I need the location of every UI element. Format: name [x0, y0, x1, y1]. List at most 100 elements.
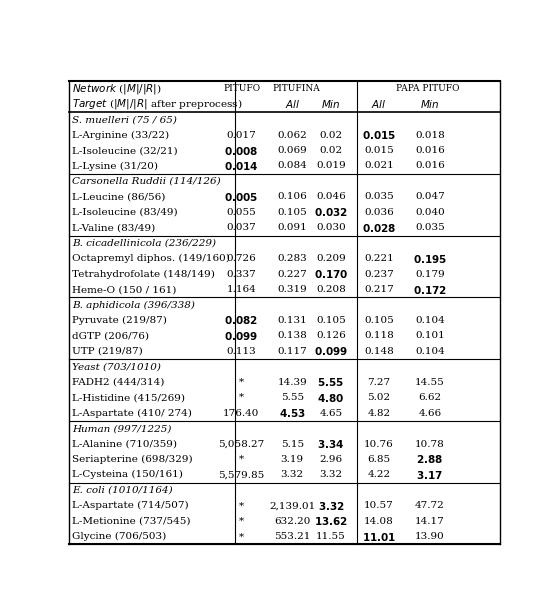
Text: $\mathit{Network}$ ($|M|/|R|$): $\mathit{Network}$ ($|M|/|R|$) [72, 82, 162, 95]
Text: 0.017: 0.017 [226, 131, 256, 140]
Text: 14.08: 14.08 [364, 517, 394, 526]
Text: 0.015: 0.015 [364, 146, 394, 155]
Text: 1.164: 1.164 [226, 285, 256, 294]
Text: B. aphidicola (396/338): B. aphidicola (396/338) [72, 301, 195, 310]
Text: $\mathbf{3.17}$: $\mathbf{3.17}$ [416, 469, 443, 481]
Text: $\mathit{All}$: $\mathit{All}$ [371, 98, 387, 110]
Text: L-Isoleucine (32/21): L-Isoleucine (32/21) [72, 146, 178, 155]
Text: $\mathit{Min}$: $\mathit{Min}$ [321, 98, 341, 110]
Text: L-Leucine (86/56): L-Leucine (86/56) [72, 192, 166, 201]
Text: 0.319: 0.319 [278, 285, 307, 294]
Text: B. cicadellinicola (236/229): B. cicadellinicola (236/229) [72, 239, 216, 248]
Text: 2,139.01: 2,139.01 [269, 501, 315, 510]
Text: 4.22: 4.22 [367, 471, 391, 479]
Text: 0.726: 0.726 [226, 254, 256, 263]
Text: *: * [239, 393, 244, 402]
Text: 10.76: 10.76 [364, 440, 394, 448]
Text: 5.02: 5.02 [367, 393, 391, 402]
Text: 0.035: 0.035 [415, 223, 445, 232]
Text: $\mathbf{3.32}$: $\mathbf{3.32}$ [317, 500, 344, 512]
Text: PITUFO: PITUFO [224, 84, 261, 93]
Text: 0.016: 0.016 [415, 161, 445, 171]
Text: 0.030: 0.030 [316, 223, 346, 232]
Text: L-Aspartate (410/ 274): L-Aspartate (410/ 274) [72, 408, 192, 418]
Text: 0.209: 0.209 [316, 254, 346, 263]
Text: $\mathbf{0.099}$: $\mathbf{0.099}$ [314, 346, 348, 357]
Text: 0.221: 0.221 [364, 254, 394, 263]
Text: *: * [239, 378, 244, 387]
Text: L-Aspartate (714/507): L-Aspartate (714/507) [72, 501, 189, 511]
Text: $\mathit{All}$: $\mathit{All}$ [285, 98, 300, 110]
Text: 0.283: 0.283 [278, 254, 307, 263]
Text: 14.17: 14.17 [415, 517, 445, 526]
Text: $\mathbf{11.01}$: $\mathbf{11.01}$ [362, 531, 396, 543]
Text: 0.217: 0.217 [364, 285, 394, 294]
Text: 4.66: 4.66 [418, 408, 441, 418]
Text: 0.091: 0.091 [278, 223, 307, 232]
Text: 0.337: 0.337 [226, 270, 256, 278]
Text: 0.105: 0.105 [316, 316, 346, 325]
Text: 2.96: 2.96 [319, 455, 342, 464]
Text: L-Valine (83/49): L-Valine (83/49) [72, 223, 155, 232]
Text: 0.101: 0.101 [415, 331, 445, 341]
Text: L-Cysteina (150/161): L-Cysteina (150/161) [72, 471, 183, 479]
Text: 0.106: 0.106 [278, 192, 307, 201]
Text: 0.208: 0.208 [316, 285, 346, 294]
Text: 0.037: 0.037 [226, 223, 256, 232]
Text: $\mathbf{0.032}$: $\mathbf{0.032}$ [314, 206, 348, 218]
Text: Carsonella Ruddii (114/126): Carsonella Ruddii (114/126) [72, 177, 221, 186]
Text: $\mathbf{0.082}$: $\mathbf{0.082}$ [224, 314, 259, 326]
Text: 0.148: 0.148 [364, 347, 394, 356]
Text: 0.055: 0.055 [226, 208, 256, 217]
Text: E. coli (1010/1164): E. coli (1010/1164) [72, 486, 173, 495]
Text: $\mathbf{0.099}$: $\mathbf{0.099}$ [224, 330, 259, 342]
Text: Yeast (703/1010): Yeast (703/1010) [72, 362, 162, 371]
Text: 0.126: 0.126 [316, 331, 346, 341]
Text: 5,058.27: 5,058.27 [218, 440, 265, 448]
Text: Glycine (706/503): Glycine (706/503) [72, 532, 166, 541]
Text: Pyruvate (219/87): Pyruvate (219/87) [72, 316, 167, 325]
Text: UTP (219/87): UTP (219/87) [72, 347, 143, 356]
Text: 5.55: 5.55 [281, 393, 304, 402]
Text: 7.27: 7.27 [367, 378, 391, 387]
Text: $\mathbf{2.88}$: $\mathbf{2.88}$ [416, 453, 443, 466]
Text: 0.016: 0.016 [415, 146, 445, 155]
Text: 0.040: 0.040 [415, 208, 445, 217]
Text: 0.084: 0.084 [278, 161, 307, 171]
Text: Human (997/1225): Human (997/1225) [72, 424, 171, 433]
Text: L-Lysine (31/20): L-Lysine (31/20) [72, 161, 158, 171]
Text: $\mathbf{0.005}$: $\mathbf{0.005}$ [224, 191, 259, 203]
Text: *: * [239, 532, 244, 541]
Text: 0.02: 0.02 [319, 131, 342, 140]
Text: 0.118: 0.118 [364, 331, 394, 341]
Text: 0.104: 0.104 [415, 316, 445, 325]
Text: dGTP (206/76): dGTP (206/76) [72, 331, 149, 341]
Text: 3.19: 3.19 [281, 455, 304, 464]
Text: *: * [239, 517, 244, 526]
Text: 3.32: 3.32 [319, 471, 342, 479]
Text: 10.57: 10.57 [364, 501, 394, 510]
Text: 553.21: 553.21 [274, 532, 310, 541]
Text: PITUFINA: PITUFINA [272, 84, 320, 93]
Text: 14.39: 14.39 [278, 378, 307, 387]
Text: 0.227: 0.227 [278, 270, 307, 278]
Text: $\mathbf{5.55}$: $\mathbf{5.55}$ [317, 376, 344, 388]
Text: Octapremyl diphos. (149/160): Octapremyl diphos. (149/160) [72, 254, 230, 263]
Text: L-Isoleucine (83/49): L-Isoleucine (83/49) [72, 208, 178, 217]
Text: 47.72: 47.72 [415, 501, 445, 510]
Text: $\mathbf{0.172}$: $\mathbf{0.172}$ [413, 283, 447, 296]
Text: $\mathbf{0.014}$: $\mathbf{0.014}$ [224, 160, 259, 172]
Text: 632.20: 632.20 [274, 517, 310, 526]
Text: Heme-O (150 / 161): Heme-O (150 / 161) [72, 285, 176, 294]
Text: 0.138: 0.138 [278, 331, 307, 341]
Text: 0.104: 0.104 [415, 347, 445, 356]
Text: 176.40: 176.40 [223, 408, 260, 418]
Text: 4.65: 4.65 [319, 408, 342, 418]
Text: PAPA PITUFO: PAPA PITUFO [396, 84, 460, 93]
Text: L-Metionine (737/545): L-Metionine (737/545) [72, 517, 191, 526]
Text: 0.02: 0.02 [319, 146, 342, 155]
Text: 0.131: 0.131 [278, 316, 307, 325]
Text: 0.105: 0.105 [278, 208, 307, 217]
Text: $\mathbf{13.62}$: $\mathbf{13.62}$ [314, 515, 348, 527]
Text: 0.036: 0.036 [364, 208, 394, 217]
